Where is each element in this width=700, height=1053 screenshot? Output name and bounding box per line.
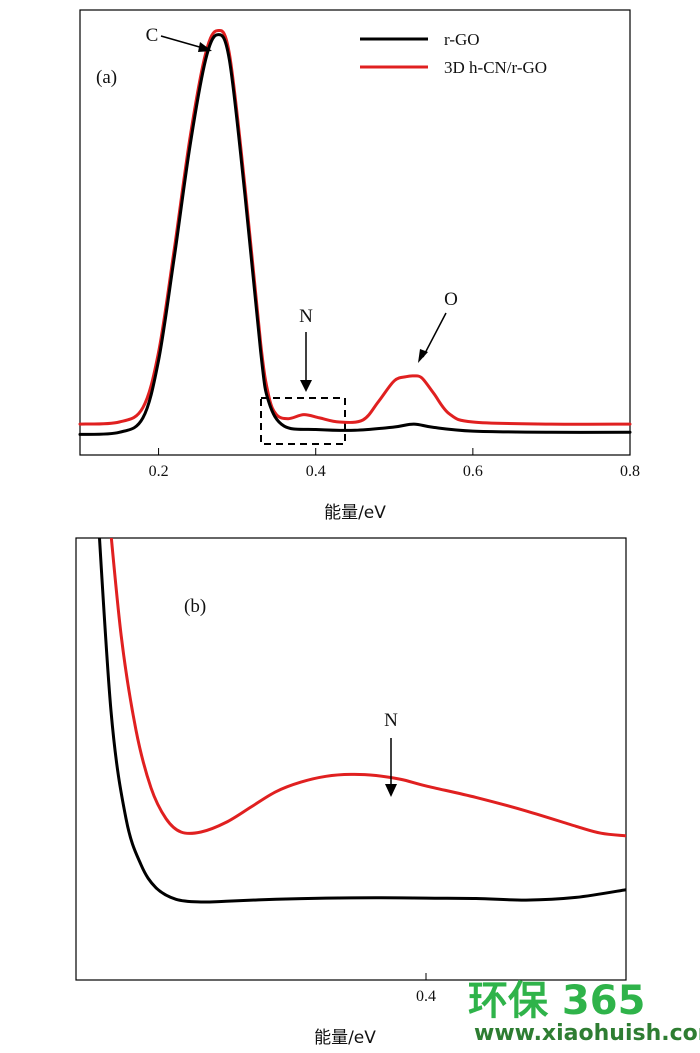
panel-a-label: (a) <box>96 67 117 88</box>
zoom-region-box <box>260 397 346 445</box>
panel-a-series-r-go <box>78 28 632 426</box>
panel-a-series-r-go-black <box>78 33 632 436</box>
x-tick-label: 0.4 <box>306 463 326 480</box>
annotation-c-arrowhead <box>198 42 212 52</box>
x-tick-label: 0.2 <box>149 463 169 480</box>
panel-a: 0.2 0.4 0.6 0.8 C N O (a) r-GO 3D h-CN/r-GO… <box>78 9 640 523</box>
panel-b-annotation-n-arrowhead <box>385 784 397 797</box>
panel-b-label: (b) <box>184 596 206 617</box>
legend-label-r-go: r-GO <box>444 30 480 49</box>
watermark-logo: 环保 365 www.xiaohuish.com <box>468 978 700 1046</box>
legend: r-GO 3D h-CN/r-GO <box>360 30 547 77</box>
x-tick-label: 0.8 <box>620 463 640 480</box>
panel-a-annotation-n: N <box>299 306 313 327</box>
panel-b: 0.4 (b) N 能量/eV <box>75 537 627 1048</box>
panel-b-frame <box>75 537 627 981</box>
annotation-n-arrowhead <box>300 380 312 392</box>
x-tick-label: 0.4 <box>416 988 436 1005</box>
panel-a-frame <box>79 9 631 456</box>
panel-a-x-axis-label: 能量/eV <box>324 503 386 523</box>
legend-label-hcn: 3D h-CN/r-GO <box>444 58 547 77</box>
watermark-url: www.xiaohuish.com <box>474 1021 700 1046</box>
panel-a-annotation-o: O <box>444 289 458 310</box>
panel-b-series-r-go <box>97 538 626 904</box>
panel-a-x-ticks: 0.2 0.4 0.6 0.8 <box>149 448 640 480</box>
panel-b-x-axis-label: 能量/eV <box>314 1028 376 1048</box>
panel-b-annotation-n: N <box>384 710 398 731</box>
panel-b-series-hcn <box>109 538 626 838</box>
annotation-o-arrowhead <box>418 349 428 363</box>
x-tick-label: 0.6 <box>463 463 483 480</box>
panel-a-annotation-c: C <box>146 25 159 46</box>
panel-b-x-ticks: 0.4 <box>416 973 436 1005</box>
watermark-brand: 环保 365 <box>468 978 645 1024</box>
annotation-o-arrow <box>422 312 447 358</box>
